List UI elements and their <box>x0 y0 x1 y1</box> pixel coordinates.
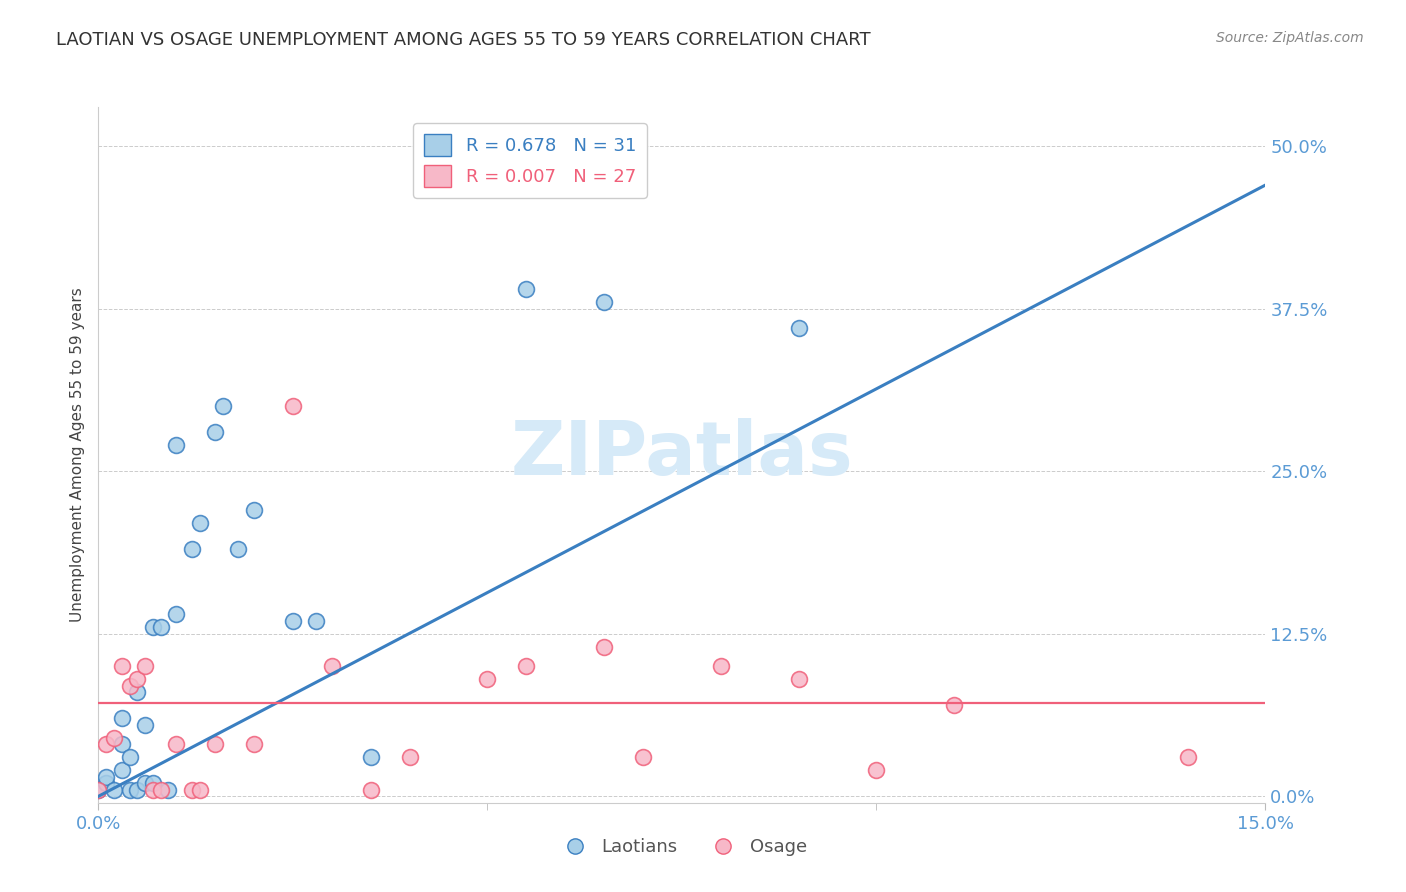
Point <box>204 737 226 751</box>
Text: ZIPatlas: ZIPatlas <box>510 418 853 491</box>
Point <box>87 782 110 797</box>
Point <box>710 659 733 673</box>
Point <box>787 672 810 686</box>
Point <box>142 620 165 634</box>
Point <box>243 737 266 751</box>
Point <box>103 731 125 745</box>
Point <box>787 321 810 335</box>
Point <box>149 620 172 634</box>
Point <box>96 737 118 751</box>
Point <box>165 737 187 751</box>
Point <box>111 737 134 751</box>
Point <box>360 750 382 764</box>
Point <box>943 698 966 713</box>
Point <box>157 782 180 797</box>
Text: Source: ZipAtlas.com: Source: ZipAtlas.com <box>1216 31 1364 45</box>
Point <box>593 640 616 654</box>
Point <box>142 782 165 797</box>
Point <box>127 685 149 699</box>
Y-axis label: Unemployment Among Ages 55 to 59 years: Unemployment Among Ages 55 to 59 years <box>69 287 84 623</box>
Point <box>228 542 250 557</box>
Point <box>111 764 134 778</box>
Point <box>134 659 156 673</box>
Point <box>165 438 187 452</box>
Point <box>134 718 156 732</box>
Point <box>305 614 328 628</box>
Point <box>111 659 134 673</box>
Point <box>118 750 141 764</box>
Text: LAOTIAN VS OSAGE UNEMPLOYMENT AMONG AGES 55 TO 59 YEARS CORRELATION CHART: LAOTIAN VS OSAGE UNEMPLOYMENT AMONG AGES… <box>56 31 870 49</box>
Point <box>188 516 211 531</box>
Point <box>180 782 202 797</box>
Point <box>243 503 266 517</box>
Point <box>398 750 420 764</box>
Point <box>118 679 141 693</box>
Point <box>149 782 172 797</box>
Point <box>515 659 537 673</box>
Point <box>515 282 537 296</box>
Point <box>127 672 149 686</box>
Point <box>134 776 156 790</box>
Point <box>321 659 343 673</box>
Point <box>865 764 887 778</box>
Legend: Laotians, Osage: Laotians, Osage <box>550 831 814 863</box>
Point <box>593 295 616 310</box>
Point <box>111 711 134 725</box>
Point <box>281 614 304 628</box>
Point <box>188 782 211 797</box>
Point <box>87 782 110 797</box>
Point <box>118 782 141 797</box>
Point <box>103 782 125 797</box>
Point <box>96 776 118 790</box>
Point <box>360 782 382 797</box>
Point <box>1177 750 1199 764</box>
Point <box>96 770 118 784</box>
Point <box>142 776 165 790</box>
Point <box>212 399 235 413</box>
Point <box>204 425 226 439</box>
Point <box>165 607 187 622</box>
Point <box>180 542 202 557</box>
Point <box>281 399 304 413</box>
Point <box>127 782 149 797</box>
Point <box>477 672 499 686</box>
Point <box>631 750 654 764</box>
